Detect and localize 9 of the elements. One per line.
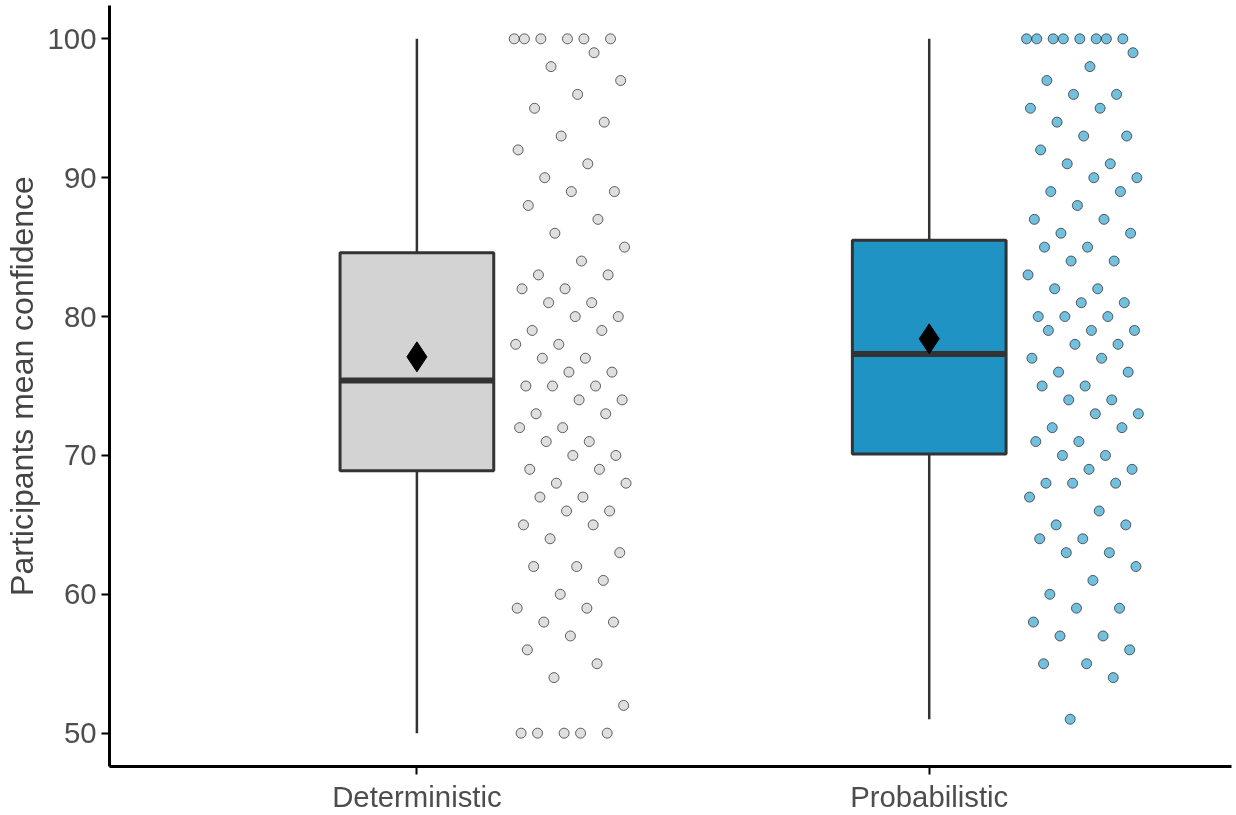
- y-tick-label: 90: [63, 160, 97, 194]
- x-tick-label: Deterministic: [332, 779, 502, 813]
- y-tick-label: 60: [63, 577, 97, 611]
- x-tick-label: Probabilistic: [850, 779, 1009, 813]
- y-tick-label: 80: [63, 299, 97, 333]
- y-tick-label: 70: [63, 438, 97, 472]
- y-tick-label: 100: [47, 21, 97, 55]
- y-axis-title: Participants mean confidence: [3, 176, 40, 596]
- y-tick-label: 50: [63, 716, 97, 750]
